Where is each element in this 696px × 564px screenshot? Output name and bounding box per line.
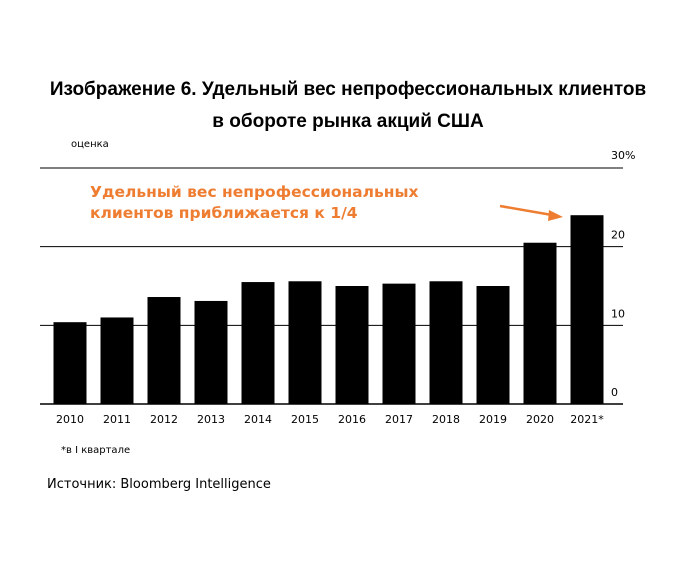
- bar-2014: [241, 282, 275, 404]
- chart-title-line-2: в обороте рынка акций США: [212, 111, 484, 132]
- x-tick-label-2021: 2021*: [570, 413, 604, 426]
- chart-title-line-1: Изображение 6. Удельный вес непрофессион…: [49, 79, 647, 100]
- bars: [53, 215, 604, 404]
- y-tick-label-0: 0: [611, 386, 618, 399]
- x-tick-label-2015: 2015: [291, 413, 319, 426]
- y-tick-labels: 0 10 20 30%: [611, 149, 635, 399]
- x-tick-label-2017: 2017: [385, 413, 413, 426]
- x-tick-label-2019: 2019: [479, 413, 507, 426]
- bar-2010: [53, 322, 87, 404]
- annotation-line-1: Удельный вес непрофессиональных: [90, 183, 419, 201]
- x-tick-label-2018: 2018: [432, 413, 460, 426]
- annotation-line-2: клиентов приближается к 1/4: [90, 204, 358, 222]
- bar-2011: [100, 317, 134, 404]
- bar-2019: [476, 286, 510, 404]
- bar-2017: [382, 283, 416, 404]
- x-tick-label-2011: 2011: [103, 413, 131, 426]
- bar-2020: [523, 242, 557, 404]
- x-tick-label-2016: 2016: [338, 413, 366, 426]
- bar-2013: [194, 300, 228, 404]
- bar-2018: [429, 281, 463, 404]
- footnote: *в I квартале: [61, 445, 131, 456]
- y-tick-label-10: 10: [611, 307, 625, 320]
- x-tick-label-2013: 2013: [197, 413, 225, 426]
- x-tick-label-2014: 2014: [244, 413, 272, 426]
- x-tick-label-2012: 2012: [150, 413, 178, 426]
- annotation-arrow-head: [548, 210, 563, 221]
- y-tick-label-20: 20: [611, 229, 625, 242]
- x-tick-labels: 2010 2011 2012 2013 2014 2015 2016 2017 2018 2019…: [56, 413, 604, 426]
- x-tick-label-2010: 2010: [56, 413, 84, 426]
- bar-2021: [570, 215, 604, 404]
- source-note: Источник: Bloomberg Intelligence: [47, 477, 271, 492]
- x-tick-label-2020: 2020: [526, 413, 554, 426]
- estimate-label: оценка: [71, 139, 109, 150]
- annotation-callout: Удельный вес непрофессиональных клиентов…: [90, 182, 419, 224]
- annotation-arrow: [499, 204, 563, 221]
- y-tick-label-30: 30%: [611, 149, 635, 162]
- bar-2015: [288, 281, 322, 404]
- annotation-arrow-line: [499, 204, 553, 217]
- bar-2012: [147, 297, 181, 404]
- bar-2016: [335, 286, 369, 404]
